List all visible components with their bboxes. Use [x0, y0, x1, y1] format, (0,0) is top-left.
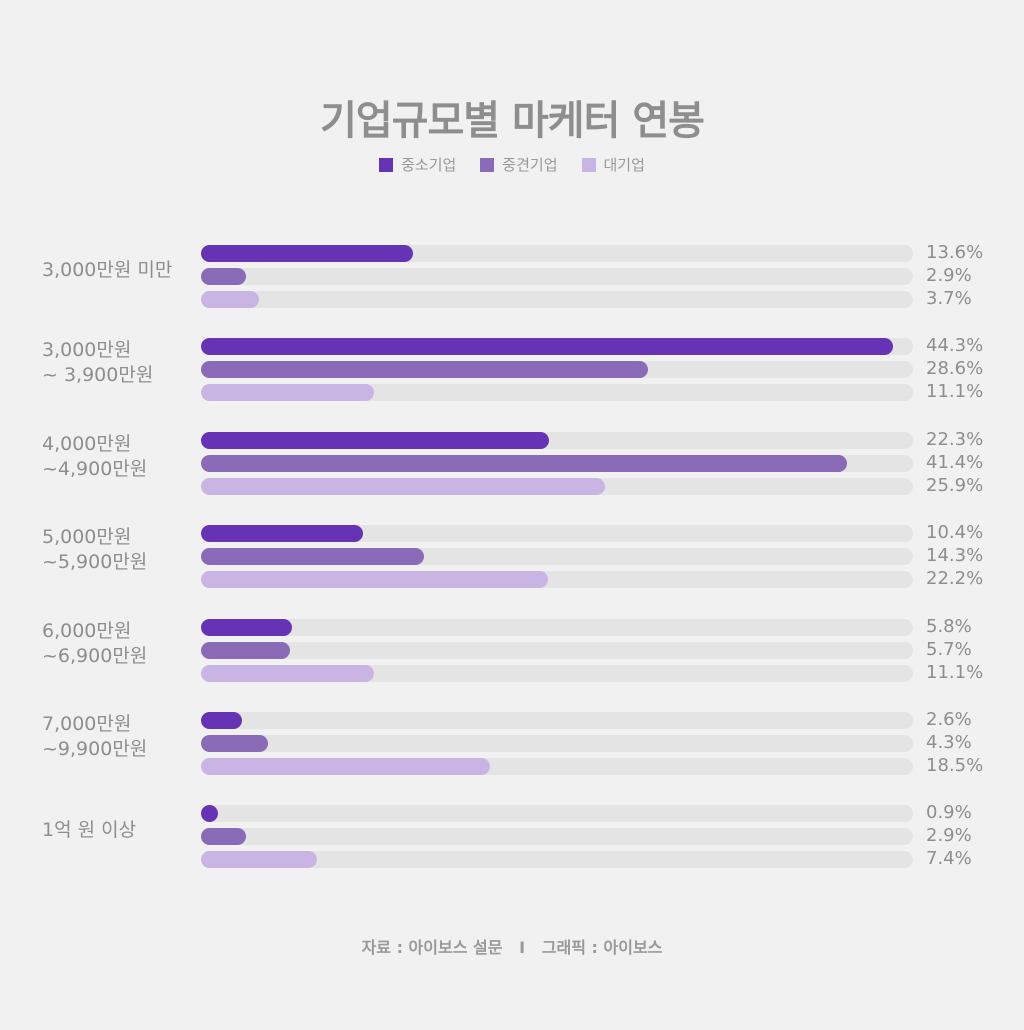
legend-item: 대기업: [581, 154, 645, 175]
legend-swatch: [480, 157, 495, 172]
bar: [201, 361, 648, 379]
bar: [201, 291, 259, 308]
bar-track: [201, 712, 913, 729]
bar: [201, 245, 414, 262]
bar: [201, 828, 247, 846]
bar: [201, 268, 247, 285]
bar-track: [201, 828, 913, 846]
data-label: 44.3%: [926, 335, 984, 357]
data-label: 3.7%: [926, 288, 972, 309]
source-note: 자료 : 아이보스 설문 I 그래픽 : 아이보스: [361, 938, 663, 957]
bar-track: [201, 384, 913, 402]
bar: [201, 384, 375, 402]
bar: [201, 664, 375, 682]
bar-track: [201, 338, 913, 356]
legend-label: 중견기업: [502, 156, 558, 174]
bar-track: [201, 291, 913, 308]
legend-item: 중소기업: [379, 154, 456, 175]
bar: [201, 735, 269, 752]
bar: [201, 758, 490, 775]
bar: [201, 525, 364, 543]
bar-track: [201, 525, 913, 543]
data-label: 41.4%: [926, 451, 984, 473]
category-label: 3,000만원 미만: [42, 258, 173, 281]
data-label: 2.9%: [926, 265, 972, 286]
data-label: 10.4%: [926, 522, 984, 544]
bar-track: [201, 805, 913, 823]
legend-item: 중견기업: [480, 154, 558, 175]
bar-track: [201, 245, 913, 262]
category-label: 4,000만원 ~4,900만원: [42, 432, 148, 480]
category-label: 1억 원 이상: [42, 818, 137, 841]
category-label: 3,000만원 ~ 3,900만원: [42, 339, 154, 387]
bar-track: [201, 548, 913, 566]
data-label: 25.9%: [926, 474, 984, 496]
bar: [201, 571, 548, 589]
bar: [201, 477, 606, 495]
bar: [201, 454, 848, 472]
data-label: 5.7%: [926, 638, 972, 660]
bar-track: [201, 641, 913, 659]
data-label: 5.8%: [926, 615, 972, 637]
data-label: 2.6%: [926, 709, 972, 730]
bar-track: [201, 664, 913, 682]
data-label: 13.6%: [926, 242, 984, 263]
bar: [201, 712, 242, 729]
legend-swatch: [379, 157, 394, 172]
bar-track: [201, 851, 913, 869]
data-label: 22.2%: [926, 568, 984, 590]
bar-track: [201, 431, 913, 449]
data-label: 28.6%: [926, 358, 984, 380]
category-label: 6,000만원 ~6,900만원: [42, 619, 148, 667]
legend: 중소기업 중견기업 대기업: [0, 154, 1024, 175]
data-label: 7.4%: [926, 848, 972, 870]
bar-track: [201, 361, 913, 379]
category-label: 7,000만원 ~9,900만원: [42, 713, 148, 760]
legend-label: 중소기업: [401, 156, 457, 174]
chart-title: 기업규모별 마케터 연봉: [320, 98, 705, 144]
legend-label: 대기업: [603, 156, 645, 174]
data-label: 11.1%: [926, 661, 984, 683]
bar: [201, 805, 218, 823]
data-label: 2.9%: [926, 825, 972, 847]
bar-track: [201, 571, 913, 589]
bar: [201, 851, 317, 869]
bar-track: [201, 758, 913, 775]
bar-track: [201, 735, 913, 752]
data-label: 22.3%: [926, 428, 984, 450]
bar-track: [201, 454, 913, 472]
bar: [201, 338, 893, 356]
bar: [201, 431, 550, 449]
data-label: 18.5%: [926, 755, 984, 776]
data-label: 14.3%: [926, 545, 984, 567]
legend-swatch: [581, 157, 596, 172]
data-label: 4.3%: [926, 732, 972, 753]
data-label: 11.1%: [926, 381, 984, 403]
bar-track: [201, 477, 913, 495]
category-label: 5,000만원 ~5,900만원: [42, 526, 148, 574]
bar: [201, 548, 425, 566]
bar: [201, 641, 290, 659]
bar: [201, 618, 292, 636]
data-label: 0.9%: [926, 802, 972, 824]
bar-track: [201, 268, 913, 285]
bar-track: [201, 618, 913, 636]
